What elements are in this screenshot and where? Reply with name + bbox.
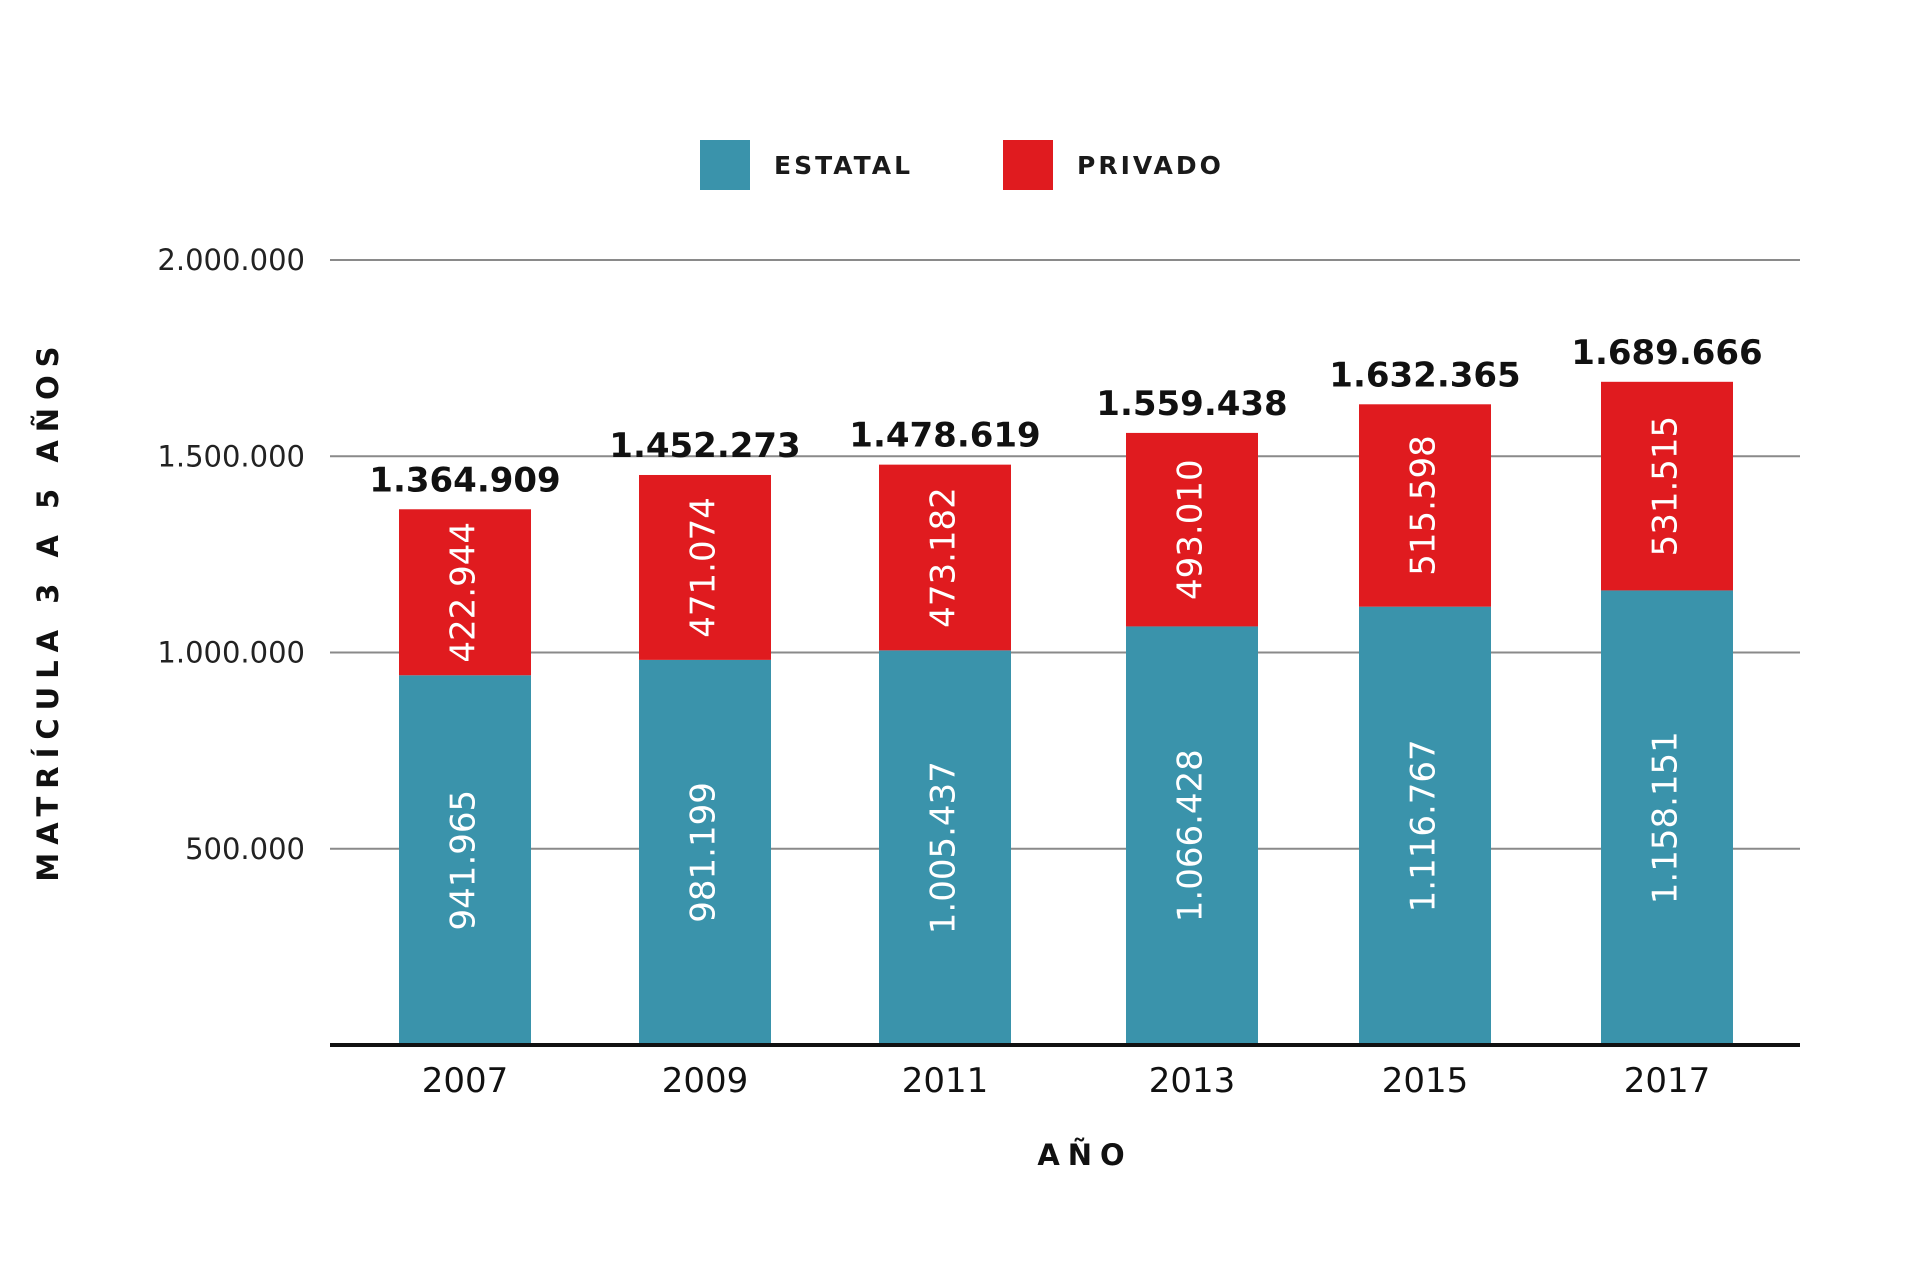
legend-item-estatal: ESTATAL (700, 140, 913, 190)
gridlines (330, 259, 1800, 850)
x-tick-label: 2009 (662, 1061, 749, 1101)
bar-privado (879, 464, 1011, 651)
x-tick-label: 2013 (1149, 1061, 1236, 1101)
data-label-estatal: 941.965 (444, 790, 484, 931)
x-tick-label: 2015 (1382, 1061, 1469, 1101)
total-label: 1.452.273 (609, 426, 800, 466)
bar-privado (399, 509, 531, 676)
y-tick-label: 1.500.000 (157, 439, 305, 473)
legend-label-privado: PRIVADO (1077, 150, 1224, 180)
data-label-privado: 473.182 (924, 487, 964, 628)
bars: 941.965 422.944 1.364.909 981.199 471.074 1.4… (369, 333, 1763, 1045)
bar-estatal (879, 650, 1011, 1045)
legend-swatch-privado (1003, 140, 1053, 190)
x-tick-label: 2017 (1624, 1061, 1711, 1101)
total-label: 1.478.619 (849, 416, 1040, 456)
data-label-estatal: 1.066.428 (1171, 749, 1211, 922)
legend-label-estatal: ESTATAL (774, 150, 913, 180)
x-tick-label: 2007 (422, 1061, 509, 1101)
data-label-privado: 515.598 (1404, 435, 1444, 576)
bar-estatal (399, 675, 531, 1045)
bar-estatal (1126, 626, 1258, 1045)
bar-estatal (1359, 606, 1491, 1045)
data-label-estatal: 1.005.437 (924, 761, 964, 934)
data-label-estatal: 981.199 (684, 782, 724, 923)
total-label: 1.364.909 (369, 460, 560, 500)
data-label-estatal: 1.158.151 (1646, 731, 1686, 904)
y-tick-label: 2.000.000 (157, 243, 305, 277)
data-label-privado: 493.010 (1171, 459, 1211, 600)
x-tick-labels: 2007 2009 2011 2013 2015 2017 (422, 1061, 1711, 1101)
total-label: 1.559.438 (1096, 384, 1287, 424)
data-label-privado: 422.944 (444, 522, 484, 663)
x-axis-title: AÑO (1037, 1138, 1132, 1172)
x-tick-label: 2011 (902, 1061, 989, 1101)
y-tick-labels: 500.000 1.000.000 1.500.000 2.000.000 (157, 243, 305, 866)
total-label: 1.689.666 (1571, 333, 1762, 373)
y-tick-label: 1.000.000 (157, 636, 305, 670)
legend-swatch-estatal (700, 140, 750, 190)
y-axis-title: MATRÍCULA 3 A 5 AÑOS (31, 338, 65, 881)
y-tick-label: 500.000 (185, 832, 305, 866)
bar-privado (1126, 432, 1258, 627)
data-label-estatal: 1.116.767 (1404, 739, 1444, 912)
bar-estatal (639, 659, 771, 1045)
bar-privado (1601, 381, 1733, 591)
data-label-privado: 471.074 (684, 497, 724, 638)
data-label-privado: 531.515 (1646, 416, 1686, 557)
legend-item-privado: PRIVADO (1003, 140, 1224, 190)
total-label: 1.632.365 (1329, 355, 1520, 395)
bar-privado (1359, 404, 1491, 607)
legend: ESTATAL PRIVADO (700, 140, 1314, 190)
bar-estatal (1601, 590, 1733, 1045)
bar-privado (639, 474, 771, 660)
